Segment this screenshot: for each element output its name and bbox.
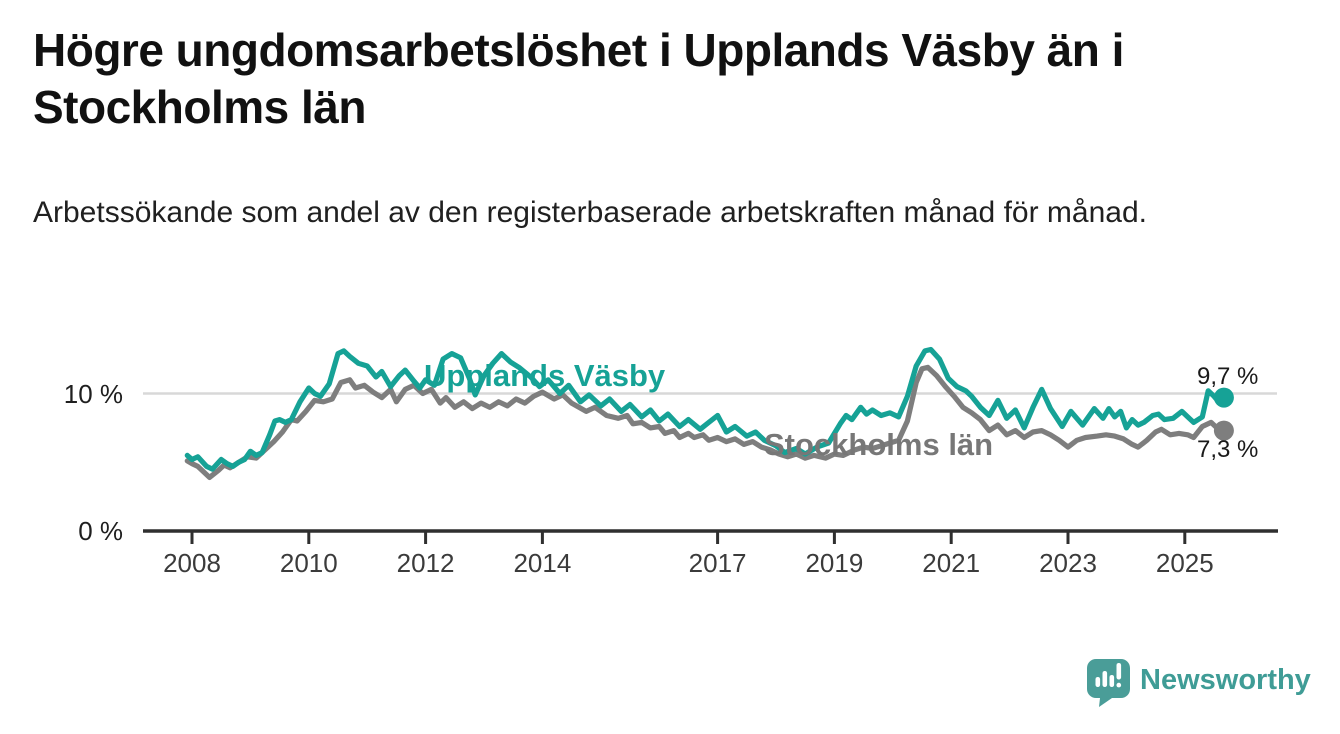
- y-tick-label-0: 0 %: [78, 516, 123, 546]
- x-tick-label-2019: 2019: [805, 548, 863, 578]
- x-tick-label-2021: 2021: [922, 548, 980, 578]
- x-axis-tick-labels: 2008 2010 2012 2014 2017 2019 2021 2023 2025: [163, 548, 1214, 578]
- x-tick-label-2017: 2017: [689, 548, 747, 578]
- newsworthy-logo-text: Newsworthy: [1140, 664, 1311, 696]
- newsworthy-speech-bubble-bar-chart-icon: [1087, 659, 1130, 707]
- x-tick-label-2010: 2010: [280, 548, 338, 578]
- end-value-label-upplands-vasby: 9,7 %: [1197, 363, 1258, 390]
- series-line-stockholms-l-n: [184, 364, 1227, 480]
- page-title: Högre ungdomsarbetslöshet i Upplands Väs…: [33, 24, 1124, 133]
- series-end-dot-upplands-v-sby: [1213, 387, 1234, 408]
- series-label-upplands-vasby: Upplands Väsby: [424, 358, 666, 393]
- x-tick-label-2014: 2014: [513, 548, 571, 578]
- series-layer: [184, 346, 1234, 480]
- series-line-upplands-v-sby: [184, 346, 1227, 472]
- x-tick-label-2012: 2012: [397, 548, 455, 578]
- y-tick-label-10: 10 %: [64, 379, 123, 409]
- series-label-stockholms-lan: Stockholms län: [764, 427, 993, 462]
- series-end-dot-stockholms-l-n: [1213, 420, 1234, 441]
- newsworthy-logo: Newsworthy: [1087, 659, 1311, 707]
- x-tick-label-2023: 2023: [1039, 548, 1097, 578]
- end-value-label-stockholms-lan: 7,3 %: [1197, 436, 1258, 463]
- x-axis-ticks: [190, 531, 1187, 544]
- x-tick-label-2008: 2008: [163, 548, 221, 578]
- x-tick-label-2025: 2025: [1156, 548, 1214, 578]
- chart-subtitle: Arbetssökande som andel av den registerb…: [33, 196, 1147, 229]
